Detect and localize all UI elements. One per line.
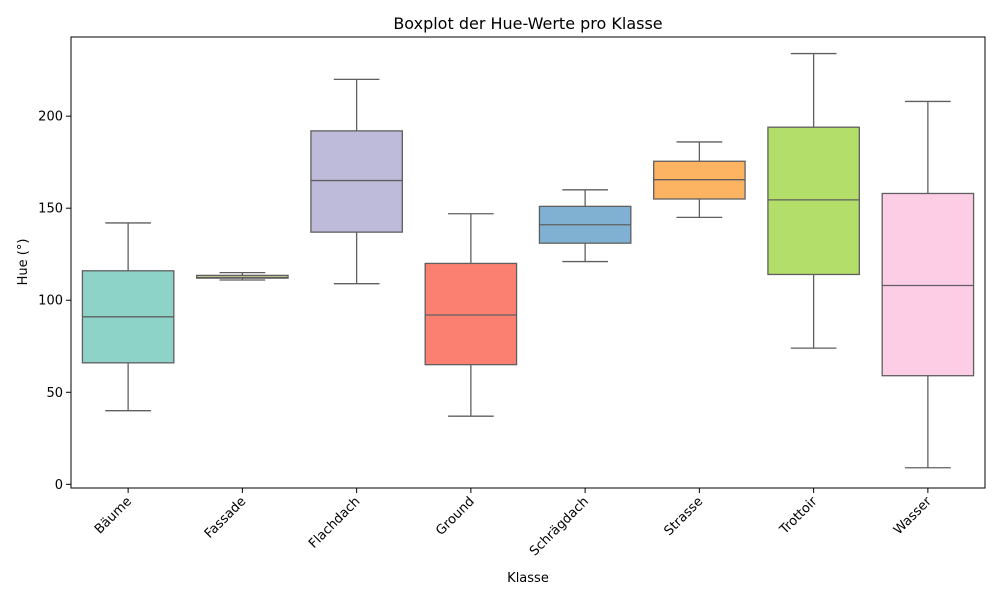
box-iqr — [424, 262, 518, 366]
y-tick-label: 100 — [38, 294, 63, 309]
y-axis: 0 50 100 150 200 — [38, 110, 71, 493]
x-tick-label: Fassade — [202, 494, 249, 541]
chart-title: Boxplot der Hue-Werte pro Klasse — [393, 14, 662, 33]
plot-frame — [70, 36, 986, 489]
box-5 — [538, 189, 632, 263]
plot-area — [81, 52, 975, 469]
x-tick-label: Bäume — [92, 494, 135, 537]
box-iqr — [881, 192, 975, 377]
box-2 — [196, 271, 289, 281]
x-tick-label: Strasse — [662, 494, 707, 539]
x-tick-label: Ground — [433, 494, 477, 538]
y-tick-label: 200 — [38, 110, 63, 125]
y-tick-label: 0 — [55, 478, 63, 493]
x-tick-label: Trottoir — [777, 494, 821, 538]
x-tick-label: Schrägdach — [527, 494, 592, 559]
y-axis-label: Hue (°) — [16, 239, 31, 286]
box-1 — [81, 222, 175, 412]
box-3 — [310, 78, 403, 285]
box-7 — [767, 52, 860, 349]
box-iqr — [310, 130, 403, 233]
x-axis-label: Klasse — [507, 571, 549, 586]
y-tick-label: 150 — [38, 202, 63, 217]
x-tick-label: Flachdach — [306, 494, 363, 551]
x-axis: Bäume Fassade Flachdach Ground Schrägdach Str… — [92, 488, 935, 559]
box-iqr — [767, 126, 860, 276]
x-tick-label: Wasser — [891, 494, 935, 538]
box-4 — [424, 213, 518, 417]
y-tick-label: 50 — [46, 386, 63, 401]
box-6 — [653, 141, 746, 219]
box-8 — [881, 100, 975, 469]
